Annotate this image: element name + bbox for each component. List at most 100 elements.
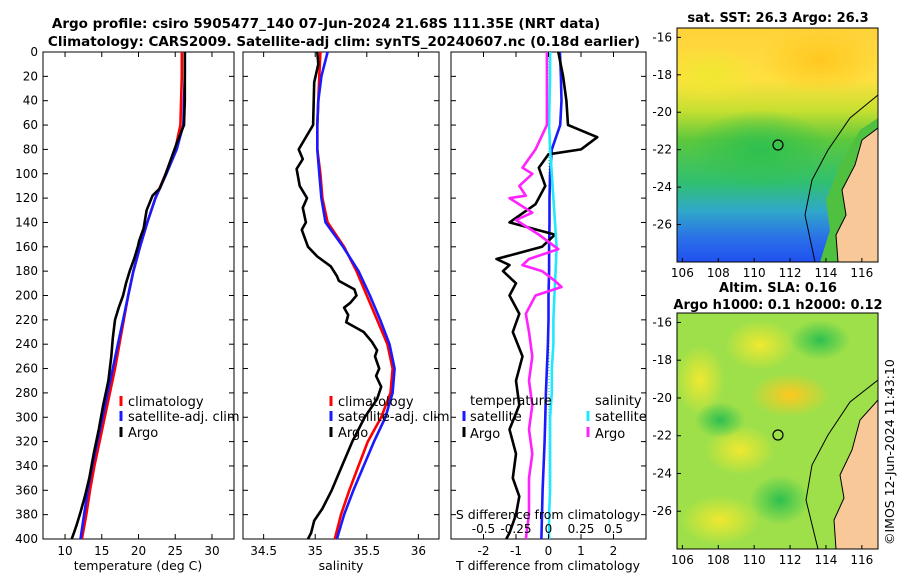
lat-tick-label: -16 <box>652 30 672 44</box>
argo-location-marker <box>772 429 784 441</box>
legend-label-sal-satellite: satellite <box>595 410 647 425</box>
legend-label-climatology: climatology <box>338 395 414 410</box>
depth-tick-label: 60 <box>23 118 38 132</box>
lat-tick-label: -16 <box>652 315 672 329</box>
series-line-salinity-argo <box>508 52 563 540</box>
lon-tick-label: 106 <box>671 553 694 567</box>
x-tick-label: 34.5 <box>250 544 277 558</box>
lon-tick-label: 112 <box>779 266 802 280</box>
difference-series <box>495 51 599 540</box>
difference-legend: temperature satellite Argo salinity sate… <box>462 394 647 442</box>
land-area <box>833 399 878 549</box>
difference-x2label: S difference from climatology <box>456 507 641 522</box>
legend-label-climatology: climatology <box>128 395 204 410</box>
lat-tick-label: -24 <box>652 466 672 480</box>
imos-credit: ©IMOS 12-Jun-2024 11:43:10 <box>882 359 897 545</box>
depth-tick-label: 340 <box>15 459 38 473</box>
sla-lon-ticks: 106 108 110 112 114 116 <box>671 545 873 567</box>
temperature-depth-ticks: 0 20 40 60 80 100 120 140 160 180 200 220 240 260 280 3… <box>15 45 38 546</box>
salinity-x-ticks: 34.5 35 35.5 36 <box>250 52 426 558</box>
salinity-diff-tick-label: 0.5 <box>604 522 623 536</box>
series-line-temperature-satellite <box>540 51 563 540</box>
salinity-diff-tick-label: -0.5 <box>472 522 495 536</box>
temperature-legend: climatology satellite-adj. clim Argo <box>119 395 240 441</box>
temperature-series <box>70 52 187 540</box>
x-tick-label: 10 <box>57 544 72 558</box>
lat-tick-label: -18 <box>652 68 672 82</box>
depth-tick-label: 220 <box>15 313 38 327</box>
x-tick-label: 35.5 <box>353 544 380 558</box>
difference-x-ticks: -2 -1 0 1 2 <box>478 52 618 558</box>
bathymetry-contour <box>805 379 878 549</box>
depth-tick-label: 160 <box>15 240 38 254</box>
salinity-xlabel: salinity <box>319 558 364 573</box>
difference-xlabel: T difference from climatology <box>455 558 641 573</box>
figure-title-line1: Argo profile: csiro 5905477_140 07-Jun-2… <box>52 16 600 32</box>
temperature-xlabel: temperature (deg C) <box>74 558 203 573</box>
legend-label-temp-argo: Argo <box>470 427 500 442</box>
legend-label-temp-satellite: satellite <box>470 410 522 425</box>
difference-salinity-ticks: -0.5 -0.25 0 0.25 0.5 <box>472 522 623 536</box>
depth-tick-label: 400 <box>15 532 38 546</box>
salinity-legend: climatology satellite-adj. clim Argo <box>329 395 450 441</box>
x-tick-label: 20 <box>131 544 146 558</box>
series-line-argo <box>70 52 187 540</box>
temperature-axes-box <box>42 51 235 540</box>
salinity-panel: 34.5 35 35.5 36 salinity climatology satell… <box>242 51 450 573</box>
lon-tick-label: 110 <box>743 553 766 567</box>
depth-tick-label: 300 <box>15 410 38 424</box>
legend-label-satellite: satellite-adj. clim <box>338 410 450 425</box>
difference-panel: -2 -1 0 1 2 -0.5 -0.25 0 0.25 0.5 S difference f… <box>450 51 647 573</box>
lon-tick-label: 114 <box>815 553 838 567</box>
depth-tick-label: 180 <box>15 264 38 278</box>
lon-tick-label: 116 <box>850 266 873 280</box>
sst-lon-ticks: 106 108 110 112 114 116 <box>671 258 873 280</box>
sst-lat-ticks: -16 -18 -20 -22 -24 -26 <box>652 30 681 232</box>
lon-tick-label: 116 <box>850 553 873 567</box>
depth-tick-label: 280 <box>15 386 38 400</box>
sla-map-title2: Argo h1000: 0.1 h2000: 0.12 <box>673 298 882 313</box>
legend-label-satellite: satellite-adj. clim <box>128 410 240 425</box>
x-tick-label: 25 <box>168 544 183 558</box>
sla-map-frame <box>676 312 879 550</box>
sla-map-field <box>677 313 878 549</box>
lat-tick-label: -20 <box>652 391 672 405</box>
depth-tick-label: 80 <box>23 142 38 156</box>
sst-map-field <box>677 28 878 262</box>
lat-tick-label: -18 <box>652 353 672 367</box>
legend-label-argo: Argo <box>338 426 368 441</box>
lon-tick-label: 114 <box>815 266 838 280</box>
x-tick-label: 1 <box>577 544 585 558</box>
sla-map: Altim. SLA: 0.16 Argo h1000: 0.1 h2000: … <box>652 281 882 567</box>
depth-tick-label: 240 <box>15 337 38 351</box>
lat-tick-label: -22 <box>652 143 672 157</box>
x-tick-label: -1 <box>510 544 522 558</box>
lat-tick-label: -26 <box>652 218 672 232</box>
lon-tick-label: 110 <box>743 266 766 280</box>
depth-tick-label: 40 <box>23 94 38 108</box>
figure-title-line2: Climatology: CARS2009. Satellite-adj cli… <box>48 34 640 50</box>
sst-map-frame <box>676 27 879 263</box>
depth-tick-label: 120 <box>15 191 38 205</box>
depth-tick-label: 100 <box>15 167 38 181</box>
land-area <box>835 127 878 262</box>
bathymetry-contour <box>804 94 878 262</box>
series-line-satellite-adj-clim <box>315 51 396 540</box>
depth-tick-label: 140 <box>15 215 38 229</box>
series-line-temperature-argo <box>495 51 599 540</box>
x-tick-label: -2 <box>478 544 490 558</box>
legend-label-argo: Argo <box>128 426 158 441</box>
x-tick-label: 30 <box>204 544 219 558</box>
salinity-diff-tick-label: 0.25 <box>568 522 595 536</box>
depth-tick-label: 260 <box>15 362 38 376</box>
lon-tick-label: 108 <box>707 266 730 280</box>
argo-location-marker <box>772 139 784 151</box>
x-tick-label: 2 <box>610 544 618 558</box>
salinity-diff-tick-label: 0 <box>545 522 553 536</box>
salinity-diff-tick-label: -0.25 <box>500 522 531 536</box>
sla-lat-ticks: -16 -18 -20 -22 -24 -26 <box>652 315 681 518</box>
temperature-panel: 0 20 40 60 80 100 120 140 160 180 200 220 240 260 280 3… <box>15 45 240 573</box>
depth-tick-label: 200 <box>15 289 38 303</box>
depth-tick-label: 320 <box>15 435 38 449</box>
